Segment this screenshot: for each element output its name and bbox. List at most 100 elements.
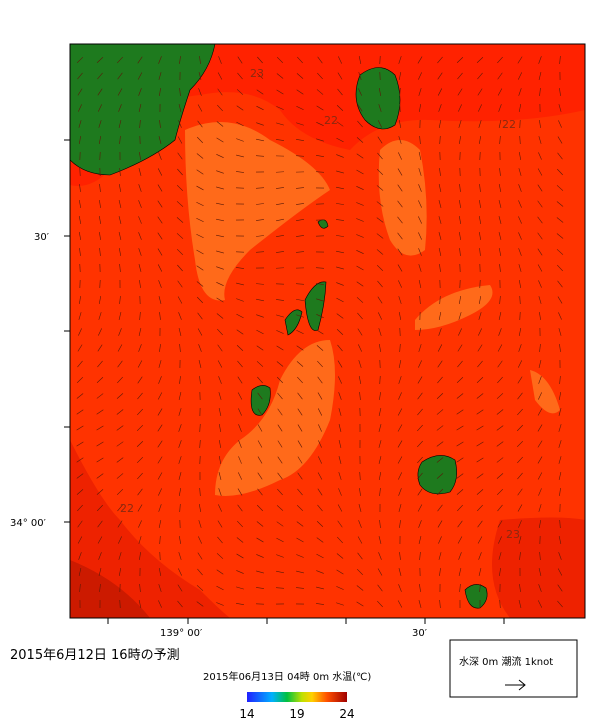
contour-label: 22: [502, 118, 516, 131]
current-arrow: [276, 89, 284, 95]
current-arrow: [556, 249, 564, 255]
current-arrow: [178, 456, 182, 464]
current-arrow: [237, 376, 243, 384]
current-arrow: [158, 376, 162, 384]
current-arrow: [537, 424, 543, 432]
map: 23 22 22 22 23: [70, 44, 585, 618]
current-arrow: [116, 441, 124, 447]
current-arrow: [237, 392, 243, 400]
current-arrow: [296, 521, 304, 527]
current-arrow: [176, 248, 184, 256]
current-arrow: [539, 312, 541, 320]
current-arrow: [217, 104, 223, 112]
current-arrow: [437, 344, 443, 352]
current-arrow: [316, 282, 324, 286]
current-arrow: [457, 88, 463, 96]
current-arrow: [378, 440, 382, 448]
current-arrow: [216, 202, 224, 206]
current-arrow: [338, 408, 342, 416]
current-arrow: [357, 120, 363, 128]
current-arrow: [98, 552, 102, 560]
current-arrow: [96, 425, 104, 431]
current-arrow: [436, 409, 444, 415]
current-arrow: [237, 360, 243, 368]
current-arrow: [456, 441, 464, 447]
current-arrow: [235, 267, 245, 269]
current-arrow: [356, 186, 364, 190]
current-arrow: [118, 200, 122, 208]
cool-zone: [415, 285, 493, 330]
current-arrow: [119, 263, 121, 273]
current-arrow: [399, 87, 401, 97]
current-arrow: [496, 441, 504, 447]
current-arrow: [558, 392, 562, 400]
current-arrow: [418, 184, 422, 192]
current-arrow: [196, 601, 204, 607]
current-arrow: [436, 393, 444, 399]
current-arrow: [296, 570, 304, 574]
current-arrow: [418, 152, 422, 160]
current-arrow: [376, 217, 384, 223]
warm-zone: [70, 560, 150, 618]
current-arrow: [76, 376, 84, 384]
current-arrow: [277, 408, 283, 416]
current-arrow: [477, 536, 483, 544]
current-arrow: [178, 440, 182, 448]
current-arrow: [538, 584, 542, 592]
current-arrow: [499, 135, 501, 145]
current-arrow: [397, 216, 403, 224]
island: [417, 455, 457, 495]
current-arrow: [216, 137, 224, 143]
current-arrow: [98, 104, 102, 112]
current-arrow: [558, 440, 562, 448]
warm-zone: [492, 517, 585, 618]
current-arrow: [517, 488, 523, 496]
cool-zone: [530, 370, 560, 414]
current-arrow: [478, 312, 482, 320]
current-arrow: [276, 73, 284, 79]
current-arrow: [199, 487, 201, 497]
current-arrow: [417, 424, 423, 432]
lon-label: 139° 00′: [160, 628, 203, 639]
current-arrow: [218, 408, 222, 416]
current-arrow: [157, 424, 163, 432]
current-arrow: [457, 360, 463, 368]
current-arrow: [99, 136, 101, 144]
current-arrow: [358, 88, 362, 96]
current-arrow: [276, 122, 284, 126]
current-arrow: [459, 136, 461, 144]
current-arrow: [176, 184, 184, 192]
current-arrow: [139, 311, 141, 321]
current-arrow: [257, 408, 263, 416]
current-arrow: [337, 344, 343, 352]
current-arrow: [138, 232, 142, 240]
current-arrow: [497, 520, 503, 528]
current-arrow: [398, 376, 402, 384]
ticks: [64, 139, 505, 624]
current-arrow: [178, 104, 182, 112]
current-arrow: [217, 88, 223, 96]
current-arrow: [456, 393, 464, 399]
current-arrow: [418, 280, 422, 288]
current-arrow: [376, 185, 384, 191]
current-arrow: [255, 235, 265, 237]
current-arrow: [438, 552, 442, 560]
current-arrow: [557, 568, 563, 576]
current-arrow: [479, 232, 481, 240]
current-arrow: [176, 233, 184, 239]
current-arrow: [136, 424, 144, 432]
current-arrow: [237, 520, 243, 528]
current-arrow: [78, 104, 82, 112]
current-arrow: [157, 184, 163, 192]
current-arrow: [537, 264, 543, 272]
current-arrow: [397, 472, 403, 480]
current-arrow: [518, 536, 522, 544]
current-arrow: [216, 170, 224, 174]
current-arrow: [158, 136, 162, 144]
current-arrow: [518, 264, 522, 272]
current-arrow: [196, 281, 204, 287]
current-arrow: [477, 504, 483, 512]
current-arrow: [518, 232, 522, 240]
current-arrow: [418, 600, 422, 608]
current-arrow: [256, 105, 264, 111]
